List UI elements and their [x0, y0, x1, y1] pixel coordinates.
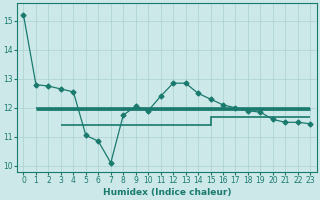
X-axis label: Humidex (Indice chaleur): Humidex (Indice chaleur): [103, 188, 231, 197]
